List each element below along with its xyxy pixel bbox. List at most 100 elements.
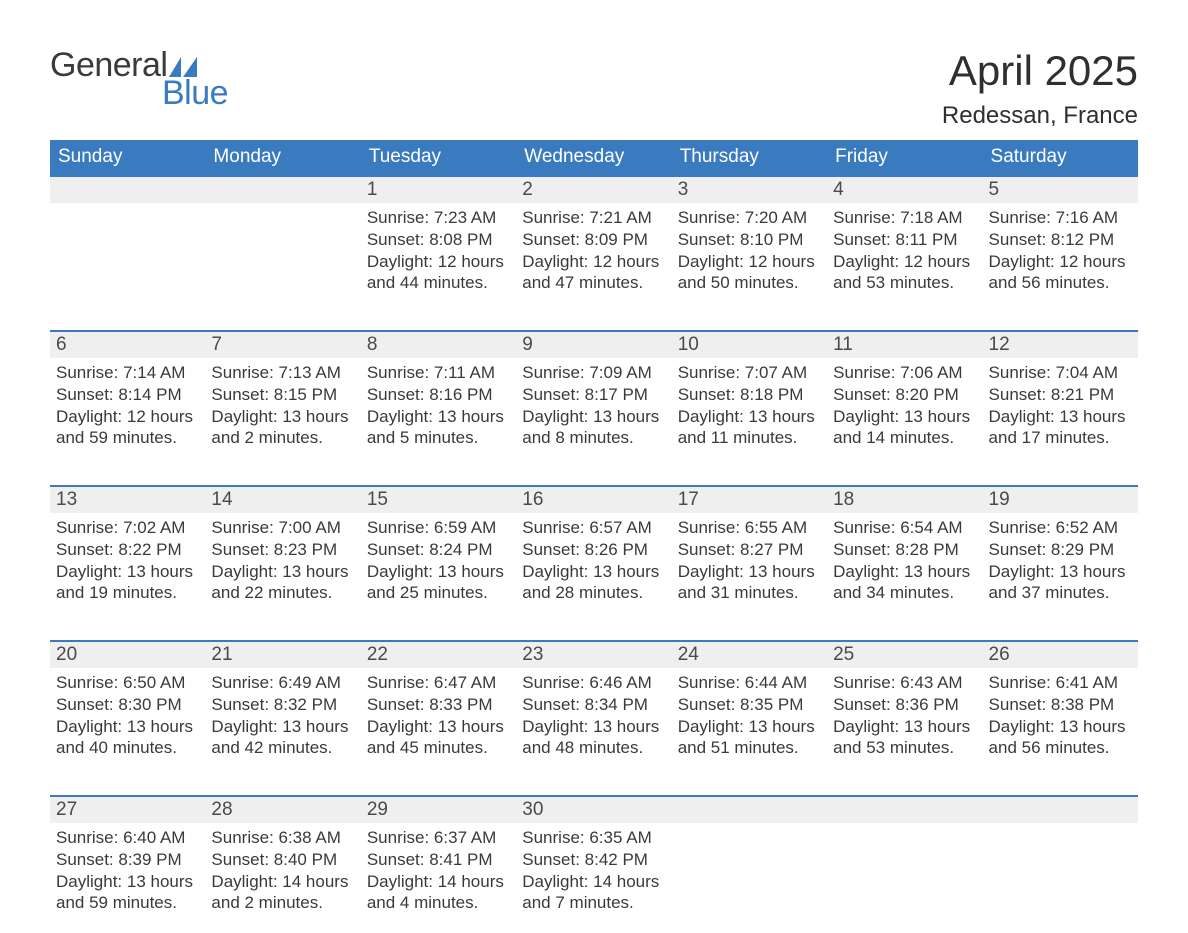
daylight-line-2: and 14 minutes. xyxy=(833,427,976,449)
day-number-cell xyxy=(50,176,205,203)
daylight-line-1: Daylight: 13 hours xyxy=(56,871,199,893)
daylight-line-2: and 7 minutes. xyxy=(522,892,665,914)
day-number-cell: 28 xyxy=(205,796,360,823)
sunrise-line: Sunrise: 7:21 AM xyxy=(522,207,665,229)
daylight-line-2: and 59 minutes. xyxy=(56,892,199,914)
day-body-cell: Sunrise: 6:41 AMSunset: 8:38 PMDaylight:… xyxy=(983,668,1138,796)
day-body-cell xyxy=(205,203,360,331)
daylight-line-1: Daylight: 14 hours xyxy=(367,871,510,893)
daylight-line-2: and 56 minutes. xyxy=(989,737,1132,759)
daylight-line-1: Daylight: 13 hours xyxy=(211,406,354,428)
sunrise-line: Sunrise: 7:00 AM xyxy=(211,517,354,539)
sunset-line: Sunset: 8:41 PM xyxy=(367,849,510,871)
day-body-cell xyxy=(672,823,827,933)
sunset-line: Sunset: 8:12 PM xyxy=(989,229,1132,251)
sunset-line: Sunset: 8:21 PM xyxy=(989,384,1132,406)
sunset-line: Sunset: 8:10 PM xyxy=(678,229,821,251)
sunset-line: Sunset: 8:39 PM xyxy=(56,849,199,871)
sunset-line: Sunset: 8:16 PM xyxy=(367,384,510,406)
day-number-cell: 9 xyxy=(516,331,671,358)
day-number-row: 20212223242526 xyxy=(50,641,1138,668)
sunset-line: Sunset: 8:33 PM xyxy=(367,694,510,716)
daylight-line-1: Daylight: 13 hours xyxy=(522,716,665,738)
daylight-line-2: and 44 minutes. xyxy=(367,272,510,294)
daylight-line-1: Daylight: 13 hours xyxy=(833,716,976,738)
daylight-line-2: and 19 minutes. xyxy=(56,582,199,604)
daylight-line-1: Daylight: 12 hours xyxy=(678,251,821,273)
day-body-cell: Sunrise: 7:16 AMSunset: 8:12 PMDaylight:… xyxy=(983,203,1138,331)
sunrise-line: Sunrise: 6:38 AM xyxy=(211,827,354,849)
day-body-row: Sunrise: 7:02 AMSunset: 8:22 PMDaylight:… xyxy=(50,513,1138,641)
daylight-line-2: and 2 minutes. xyxy=(211,892,354,914)
daylight-line-1: Daylight: 13 hours xyxy=(211,716,354,738)
day-body-cell: Sunrise: 6:44 AMSunset: 8:35 PMDaylight:… xyxy=(672,668,827,796)
day-body-cell: Sunrise: 6:38 AMSunset: 8:40 PMDaylight:… xyxy=(205,823,360,933)
daylight-line-2: and 48 minutes. xyxy=(522,737,665,759)
daylight-line-1: Daylight: 13 hours xyxy=(678,716,821,738)
day-body-cell: Sunrise: 6:49 AMSunset: 8:32 PMDaylight:… xyxy=(205,668,360,796)
calendar-table: Sunday Monday Tuesday Wednesday Thursday… xyxy=(50,140,1138,933)
day-body-cell: Sunrise: 6:46 AMSunset: 8:34 PMDaylight:… xyxy=(516,668,671,796)
weekday-header: Wednesday xyxy=(516,140,671,176)
day-body-cell: Sunrise: 7:13 AMSunset: 8:15 PMDaylight:… xyxy=(205,358,360,486)
sunrise-line: Sunrise: 7:06 AM xyxy=(833,362,976,384)
day-number-cell: 12 xyxy=(983,331,1138,358)
daylight-line-1: Daylight: 13 hours xyxy=(989,561,1132,583)
daylight-line-1: Daylight: 12 hours xyxy=(522,251,665,273)
day-number-cell: 11 xyxy=(827,331,982,358)
day-body-cell xyxy=(827,823,982,933)
day-body-cell: Sunrise: 6:43 AMSunset: 8:36 PMDaylight:… xyxy=(827,668,982,796)
location-label: Redessan, France xyxy=(942,102,1138,130)
daylight-line-1: Daylight: 14 hours xyxy=(211,871,354,893)
daylight-line-1: Daylight: 13 hours xyxy=(522,561,665,583)
daylight-line-1: Daylight: 13 hours xyxy=(367,561,510,583)
daylight-line-2: and 51 minutes. xyxy=(678,737,821,759)
daylight-line-2: and 56 minutes. xyxy=(989,272,1132,294)
sunrise-line: Sunrise: 7:13 AM xyxy=(211,362,354,384)
day-body-cell: Sunrise: 6:59 AMSunset: 8:24 PMDaylight:… xyxy=(361,513,516,641)
day-body-cell xyxy=(50,203,205,331)
day-number-cell: 16 xyxy=(516,486,671,513)
daylight-line-1: Daylight: 13 hours xyxy=(678,406,821,428)
sunrise-line: Sunrise: 7:20 AM xyxy=(678,207,821,229)
weekday-header: Friday xyxy=(827,140,982,176)
daylight-line-1: Daylight: 13 hours xyxy=(678,561,821,583)
sunrise-line: Sunrise: 6:50 AM xyxy=(56,672,199,694)
daylight-line-2: and 53 minutes. xyxy=(833,272,976,294)
daylight-line-2: and 31 minutes. xyxy=(678,582,821,604)
sunset-line: Sunset: 8:34 PM xyxy=(522,694,665,716)
day-number-cell: 7 xyxy=(205,331,360,358)
weekday-header: Tuesday xyxy=(361,140,516,176)
day-number-cell: 23 xyxy=(516,641,671,668)
sunrise-line: Sunrise: 6:49 AM xyxy=(211,672,354,694)
daylight-line-2: and 2 minutes. xyxy=(211,427,354,449)
day-body-cell: Sunrise: 7:09 AMSunset: 8:17 PMDaylight:… xyxy=(516,358,671,486)
sunset-line: Sunset: 8:28 PM xyxy=(833,539,976,561)
day-body-row: Sunrise: 6:50 AMSunset: 8:30 PMDaylight:… xyxy=(50,668,1138,796)
sunrise-line: Sunrise: 6:40 AM xyxy=(56,827,199,849)
sunrise-line: Sunrise: 6:54 AM xyxy=(833,517,976,539)
title-block: April 2025 Redessan, France xyxy=(942,48,1138,130)
daylight-line-2: and 50 minutes. xyxy=(678,272,821,294)
calendar-body: 12345Sunrise: 7:23 AMSunset: 8:08 PMDayl… xyxy=(50,176,1138,933)
sunrise-line: Sunrise: 7:23 AM xyxy=(367,207,510,229)
sunrise-line: Sunrise: 6:59 AM xyxy=(367,517,510,539)
daylight-line-2: and 34 minutes. xyxy=(833,582,976,604)
daylight-line-1: Daylight: 13 hours xyxy=(56,561,199,583)
day-body-cell: Sunrise: 6:54 AMSunset: 8:28 PMDaylight:… xyxy=(827,513,982,641)
sunrise-line: Sunrise: 6:43 AM xyxy=(833,672,976,694)
day-number-cell xyxy=(672,796,827,823)
header-row: General Blue April 2025 Redessan, France xyxy=(50,48,1138,130)
day-number-cell: 1 xyxy=(361,176,516,203)
sunset-line: Sunset: 8:27 PM xyxy=(678,539,821,561)
calendar-page: General Blue April 2025 Redessan, France… xyxy=(0,0,1188,933)
daylight-line-1: Daylight: 13 hours xyxy=(367,406,510,428)
sunrise-line: Sunrise: 7:14 AM xyxy=(56,362,199,384)
day-body-cell: Sunrise: 7:02 AMSunset: 8:22 PMDaylight:… xyxy=(50,513,205,641)
day-number-row: 27282930 xyxy=(50,796,1138,823)
daylight-line-1: Daylight: 13 hours xyxy=(833,406,976,428)
brand-logo: General Blue xyxy=(50,48,228,110)
sunset-line: Sunset: 8:09 PM xyxy=(522,229,665,251)
day-body-cell: Sunrise: 7:04 AMSunset: 8:21 PMDaylight:… xyxy=(983,358,1138,486)
day-number-row: 13141516171819 xyxy=(50,486,1138,513)
